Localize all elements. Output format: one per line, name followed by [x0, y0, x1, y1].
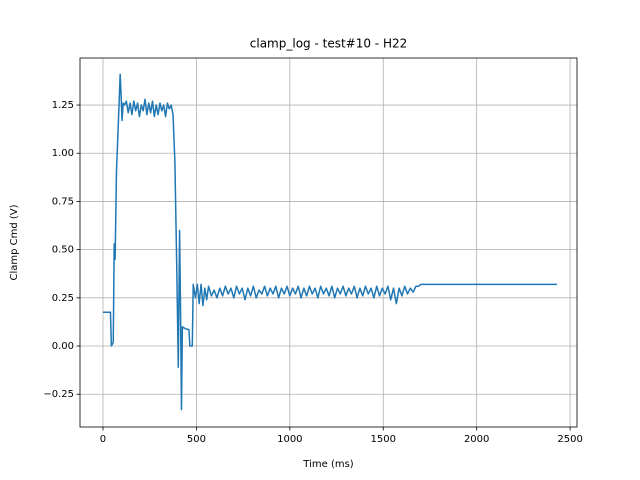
x-tick-label: 2000 — [464, 434, 489, 445]
x-tick-label: 1500 — [371, 434, 396, 445]
x-tick-label: 500 — [187, 434, 206, 445]
chart-title: clamp_log - test#10 - H22 — [250, 37, 407, 51]
y-tick-label: 0.25 — [52, 293, 74, 304]
y-tick-label: 1.25 — [52, 100, 74, 111]
x-tick-label: 2500 — [557, 434, 582, 445]
y-axis-label: Clamp Cmd (V) — [9, 204, 20, 280]
y-tick-label: 0.75 — [52, 196, 74, 207]
x-tick-label: 1000 — [277, 434, 302, 445]
plot-frame — [79, 57, 578, 428]
x-tick-label: 0 — [100, 434, 106, 445]
x-axis-label: Time (ms) — [302, 459, 354, 470]
y-tick-label: 0.50 — [52, 245, 74, 256]
data-line — [102, 73, 558, 411]
y-tick-label: 0.00 — [52, 341, 74, 352]
y-tick-label: −0.25 — [43, 389, 74, 400]
y-tick-label: 1.00 — [52, 148, 74, 159]
